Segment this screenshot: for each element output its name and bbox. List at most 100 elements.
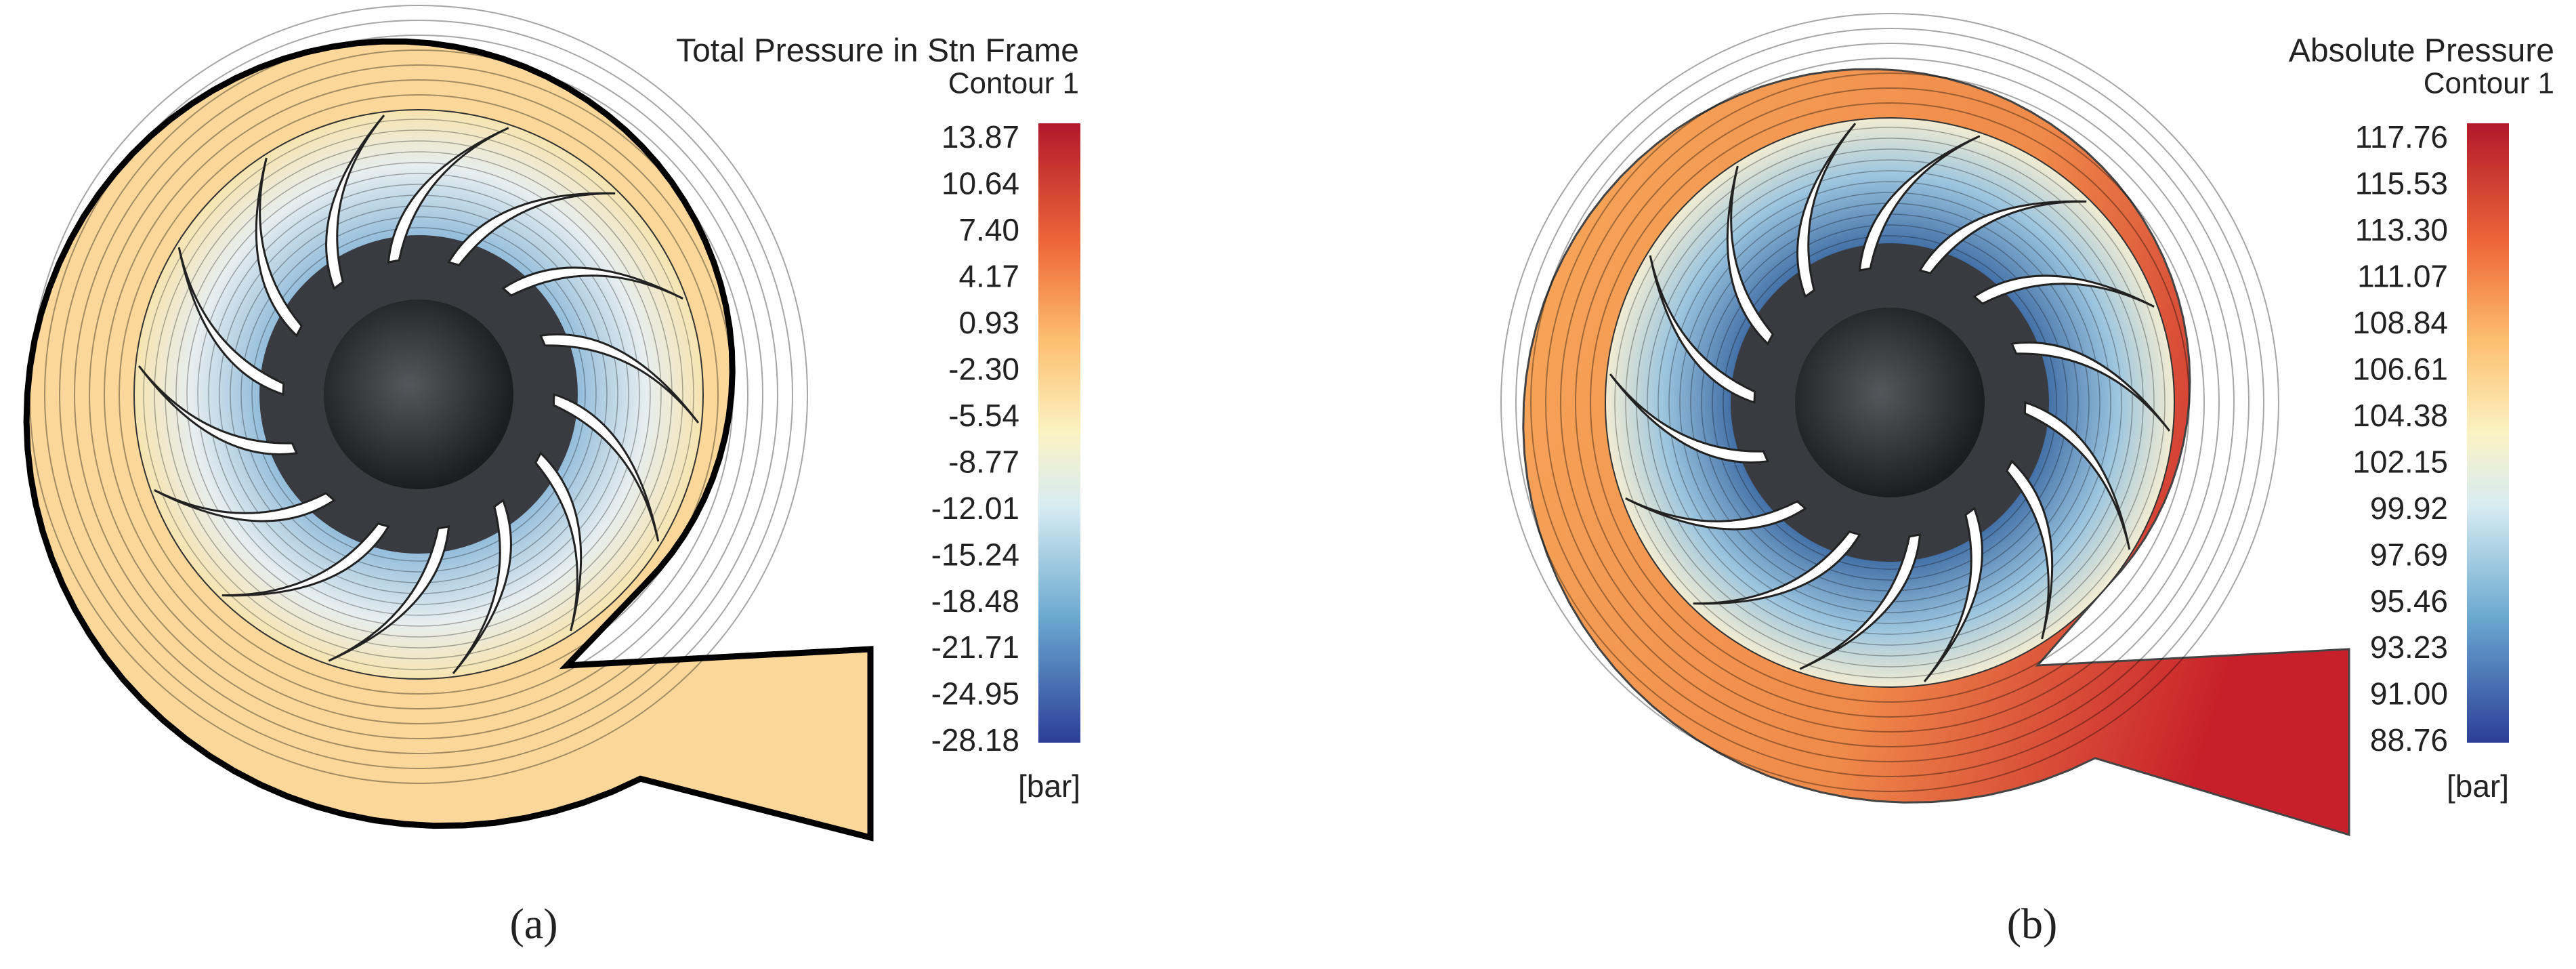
colorbar-tick-label: 93.23 [2370,630,2448,665]
blade [2010,342,2171,432]
blade [221,522,390,597]
contour-line [59,35,778,754]
contour-line [1515,28,2264,777]
contour-line [29,5,808,784]
contour-line [240,216,597,573]
contour-line [1668,181,2111,624]
blade [1858,135,1981,272]
contour-line [1614,127,2166,678]
blade [447,192,616,266]
blade [539,333,700,424]
colorbar-tick-label: -2.30 [948,351,1019,386]
contour-line [154,129,683,659]
colorbar-unit: [bar] [1018,768,1080,804]
contour-line [1545,58,2235,747]
colorbar-tick-label: 88.76 [2370,722,2448,758]
contour-line [197,173,640,616]
contour-line [1625,138,2155,667]
blade [1923,506,1983,682]
blade [1799,533,1922,670]
contour-line [251,227,586,562]
colorbar-unit: [bar] [2447,768,2509,804]
colorbar-tick-label: 95.46 [2370,583,2448,619]
colorbar-tick-label: -28.18 [931,722,1019,758]
blade [177,247,285,396]
contour-line [1647,159,2133,646]
colorbar-tick-label: 13.87 [942,119,1019,154]
colorbar-tick-label: 4.17 [958,259,1019,294]
colorbar-tick-label: 10.64 [942,166,1019,201]
contour-plot [23,5,874,842]
contour-line [1560,73,2220,733]
colorbar-tick-label: -24.95 [931,676,1019,712]
blade [1918,200,2087,274]
colorbar-tick-label: 91.00 [2370,676,2448,712]
contour-line [1500,13,2279,792]
blade [328,525,450,662]
legend-subtitle: Contour 1 [948,67,1079,100]
colorbar-tick-label: 117.76 [2355,119,2448,154]
blade [534,451,583,632]
colorbar-tick-label: 0.93 [958,305,1019,340]
contour-line [1723,235,2057,570]
contour-line [1590,102,2190,703]
blade [255,157,303,337]
blade [2005,459,2054,640]
contour-line [1575,87,2205,718]
contour-line [208,184,629,605]
colorbar-tick-label: -5.54 [948,398,1019,433]
colorbar-tick-label: -8.77 [948,444,1019,479]
contour-line [1657,170,2122,635]
legend-subtitle: Contour 1 [2424,67,2554,100]
contour-line [1679,192,2100,613]
blade [138,365,298,455]
colorbar-tick-label: 102.15 [2352,444,2448,479]
blade [2023,400,2131,550]
contour-line [186,162,651,627]
colorbar-tick-label: 106.61 [2352,351,2448,386]
contour-line [143,119,694,670]
contour-line [89,64,748,724]
blade [1726,165,1775,346]
colorbar [1038,123,1080,743]
panel-label: (a) [509,900,557,948]
hub [324,300,513,489]
blade [1649,255,1756,405]
blade [1796,123,1857,299]
colorbar-tick-label: 111.07 [2357,259,2448,294]
blade [325,115,385,291]
contour-line [74,49,763,739]
colorbar-tick-label: -21.71 [931,630,1019,665]
colorbar [2467,123,2509,743]
contour-line [1530,43,2250,762]
hub [1795,308,1985,497]
blade [1609,373,1769,463]
contour-line [119,94,719,695]
panel-label: (b) [2007,900,2058,948]
legend-title: Absolute Pressure [2289,33,2554,69]
contour-line [1712,224,2068,581]
colorbar-tick-label: 7.40 [958,212,1019,247]
blade [1972,274,2155,308]
colorbar-tick-label: 97.69 [2370,537,2448,572]
blade [452,498,512,674]
contour-plot [1500,13,2350,837]
blade [387,127,509,264]
colorbar-tick-label: -12.01 [931,491,1019,526]
colorbar-tick-label: 113.30 [2355,212,2448,247]
colorbar-tick-label: 108.84 [2352,305,2448,340]
contour-line [104,79,734,709]
contour-line [175,151,662,638]
colorbar-tick-label: -18.48 [931,583,1019,619]
colorbar-tick-label: 115.53 [2355,166,2448,201]
blade [154,489,336,522]
blade [1693,531,1861,605]
colorbar-tick-label: 104.38 [2352,398,2448,433]
blade [501,266,683,300]
blade [1625,497,1807,531]
contour-line [44,20,793,769]
colorbar-tick-label: -15.24 [931,537,1019,572]
blade [552,392,660,542]
colorbar-tick-label: 99.92 [2370,491,2448,526]
